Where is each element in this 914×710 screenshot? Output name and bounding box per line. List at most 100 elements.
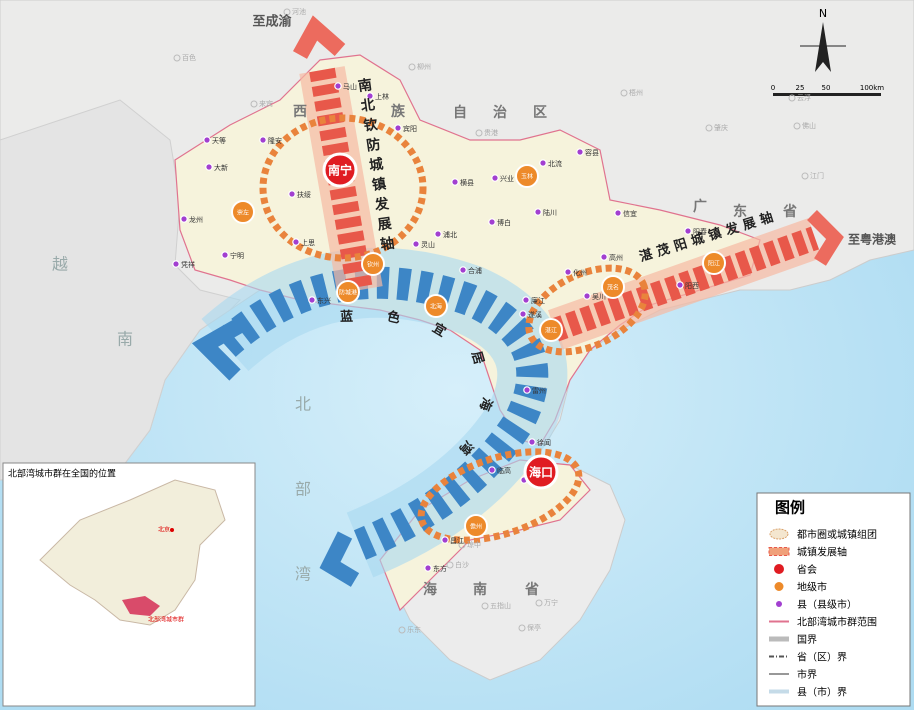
county-dot (576, 148, 584, 156)
region-label: 西 (293, 104, 307, 120)
county-label: 天等 (212, 136, 226, 145)
region-label: 南 (473, 581, 487, 598)
cluster-ring (417, 448, 583, 544)
prefecture-label: 防城港 (339, 289, 357, 297)
county-label: 合浦 (468, 266, 482, 275)
inset-label: 北京 (158, 526, 170, 534)
county-dot (259, 136, 267, 144)
place-label: 来宾 (259, 99, 273, 108)
capital-label: 南宁 (328, 163, 352, 178)
county-dot (600, 253, 608, 261)
prefecture-label: 湛江 (545, 328, 557, 335)
legend-label: 城镇发展轴 (797, 546, 847, 559)
county-label: 宾阳 (403, 124, 417, 133)
county-label: 阳春 (693, 227, 707, 236)
county-dot (441, 536, 449, 544)
legend-label: 北部湾城市群范围 (797, 616, 877, 629)
legend-icon (774, 564, 784, 574)
legend-label: 地级市 (797, 581, 827, 594)
county-dot (394, 124, 402, 132)
county-label: 陆川 (543, 208, 557, 217)
county-dot (539, 159, 547, 167)
east-arrow (807, 210, 844, 266)
place-dot (250, 100, 258, 108)
place-dot (458, 541, 466, 549)
place-dot (788, 94, 796, 102)
legend-label: 市界 (797, 668, 817, 681)
place-label: 白沙 (455, 560, 469, 569)
county-label: 兴业 (500, 174, 514, 183)
bay-arrow (191, 318, 244, 381)
place-label: 乐东 (407, 625, 421, 634)
county-dot (424, 564, 432, 572)
capital-city (322, 152, 358, 188)
cluster-ring (525, 264, 649, 356)
prefecture-label: 钦州 (367, 261, 379, 269)
place-label: 五指山 (490, 601, 511, 610)
county-dot (288, 190, 296, 198)
county-label: 阳西 (685, 281, 699, 290)
county-label: 化州 (573, 268, 587, 277)
county-dot (180, 215, 188, 223)
place-label: 贵港 (484, 128, 498, 137)
scale-bar (773, 93, 881, 96)
county-dot (523, 386, 531, 394)
scale-label: 50 (822, 84, 831, 92)
county-dot (614, 209, 622, 217)
place-label: 肇庆 (714, 123, 728, 132)
region-label: 海 (423, 581, 437, 598)
place-label: 柳州 (417, 62, 431, 71)
legend-label: 国界 (797, 634, 817, 646)
region-label: 广 (693, 198, 707, 215)
legend-label: 省（区）界 (797, 651, 847, 664)
prefecture-label: 儋州 (470, 523, 482, 531)
region-label: 族 (391, 103, 406, 120)
county-label: 隆安 (268, 136, 282, 145)
inset-region (122, 596, 160, 616)
county-label: 昌江 (450, 537, 464, 545)
place-dot (173, 54, 181, 62)
place-dot (475, 129, 483, 137)
capital-label: 海口 (529, 465, 553, 480)
county-label: 临高 (497, 466, 511, 475)
county-label: 容县 (585, 148, 599, 157)
legend-icon (769, 528, 789, 540)
prefecture-city (702, 251, 726, 275)
county-label: 凭祥 (181, 260, 195, 269)
prefecture-city (424, 294, 448, 318)
county-dot (334, 82, 342, 90)
place-dot (446, 561, 454, 569)
bay-axis (214, 266, 549, 560)
place-label: 百色 (182, 53, 196, 62)
region-label: 省 (782, 203, 797, 220)
county-dot (451, 178, 459, 186)
region-label: 区 (533, 105, 547, 121)
county-label: 扶绥 (297, 190, 311, 199)
legend-label: 都市圈或城镇组团 (797, 528, 877, 541)
region-label: 湾 (295, 565, 311, 584)
county-dot (676, 281, 684, 289)
county-label: 上林 (375, 92, 389, 101)
prefecture-label: 茂名 (607, 284, 619, 292)
county-label: 东方 (433, 564, 447, 573)
county-dot (459, 266, 467, 274)
county-dot (519, 310, 527, 318)
county-label: 马山 (343, 82, 357, 91)
place-dot (283, 8, 291, 16)
cluster-ring (259, 114, 427, 262)
legend-icon (773, 581, 785, 592)
county-label: 廉江 (531, 296, 545, 305)
inset-label: 北部湾城市群 (148, 616, 184, 624)
place-dot (535, 599, 543, 607)
place-dot (408, 63, 416, 71)
region-label: 东 (733, 203, 747, 220)
inset-title: 北部湾城市群在全国的位置 (8, 468, 116, 480)
county-label: 遂溪 (528, 310, 542, 319)
prefecture-city (539, 318, 563, 342)
prefecture-label: 崇左 (237, 209, 249, 217)
compass (815, 22, 831, 72)
county-label: 博白 (497, 218, 511, 227)
legend-title: 图例 (775, 499, 805, 517)
place-label: 梧州 (629, 88, 643, 97)
legend-icon (776, 601, 782, 607)
